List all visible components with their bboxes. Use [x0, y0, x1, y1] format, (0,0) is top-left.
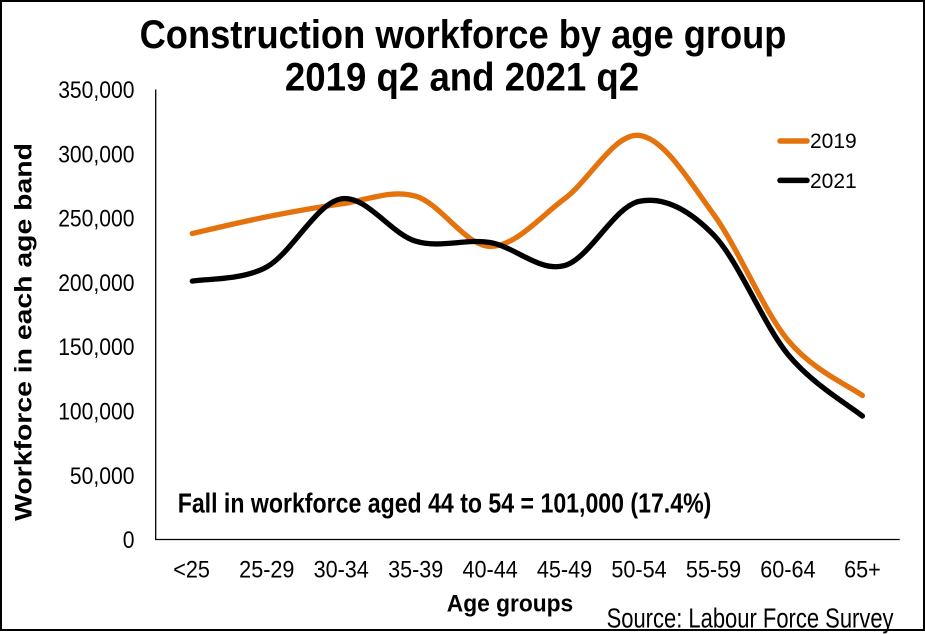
svg-text:35-39: 35-39: [388, 556, 443, 583]
svg-text:Construction workforce by age: Construction workforce by age group: [140, 12, 787, 57]
svg-text:65+: 65+: [844, 556, 881, 583]
svg-text:250,000: 250,000: [58, 205, 134, 232]
svg-text:45-49: 45-49: [537, 556, 592, 583]
svg-text:0: 0: [123, 527, 135, 554]
svg-text:25-29: 25-29: [239, 556, 294, 583]
svg-text:Age groups: Age groups: [447, 590, 573, 617]
svg-text:Workforce in each age band: Workforce in each age band: [10, 143, 37, 521]
svg-text:50-54: 50-54: [611, 556, 667, 583]
svg-text:2021: 2021: [810, 170, 857, 193]
svg-text:50,000: 50,000: [70, 463, 135, 490]
svg-text:2019: 2019: [810, 130, 857, 153]
svg-text:Source: Labour Force Survey: Source: Labour Force Survey: [607, 603, 894, 634]
svg-text:300,000: 300,000: [58, 141, 134, 168]
svg-text:<25: <25: [173, 556, 210, 583]
svg-text:40-44: 40-44: [462, 556, 518, 583]
svg-text:100,000: 100,000: [58, 398, 134, 425]
svg-text:30-34: 30-34: [314, 556, 370, 583]
svg-text:Fall in workforce aged 44 to 5: Fall in workforce aged 44 to 54 = 101,00…: [178, 489, 712, 520]
svg-text:60-64: 60-64: [760, 556, 816, 583]
svg-text:55-59: 55-59: [686, 556, 741, 583]
svg-text:2019 q2 and 2021 q2: 2019 q2 and 2021 q2: [285, 55, 639, 100]
svg-text:150,000: 150,000: [58, 334, 134, 361]
svg-text:350,000: 350,000: [58, 77, 134, 104]
svg-text:200,000: 200,000: [58, 270, 134, 297]
